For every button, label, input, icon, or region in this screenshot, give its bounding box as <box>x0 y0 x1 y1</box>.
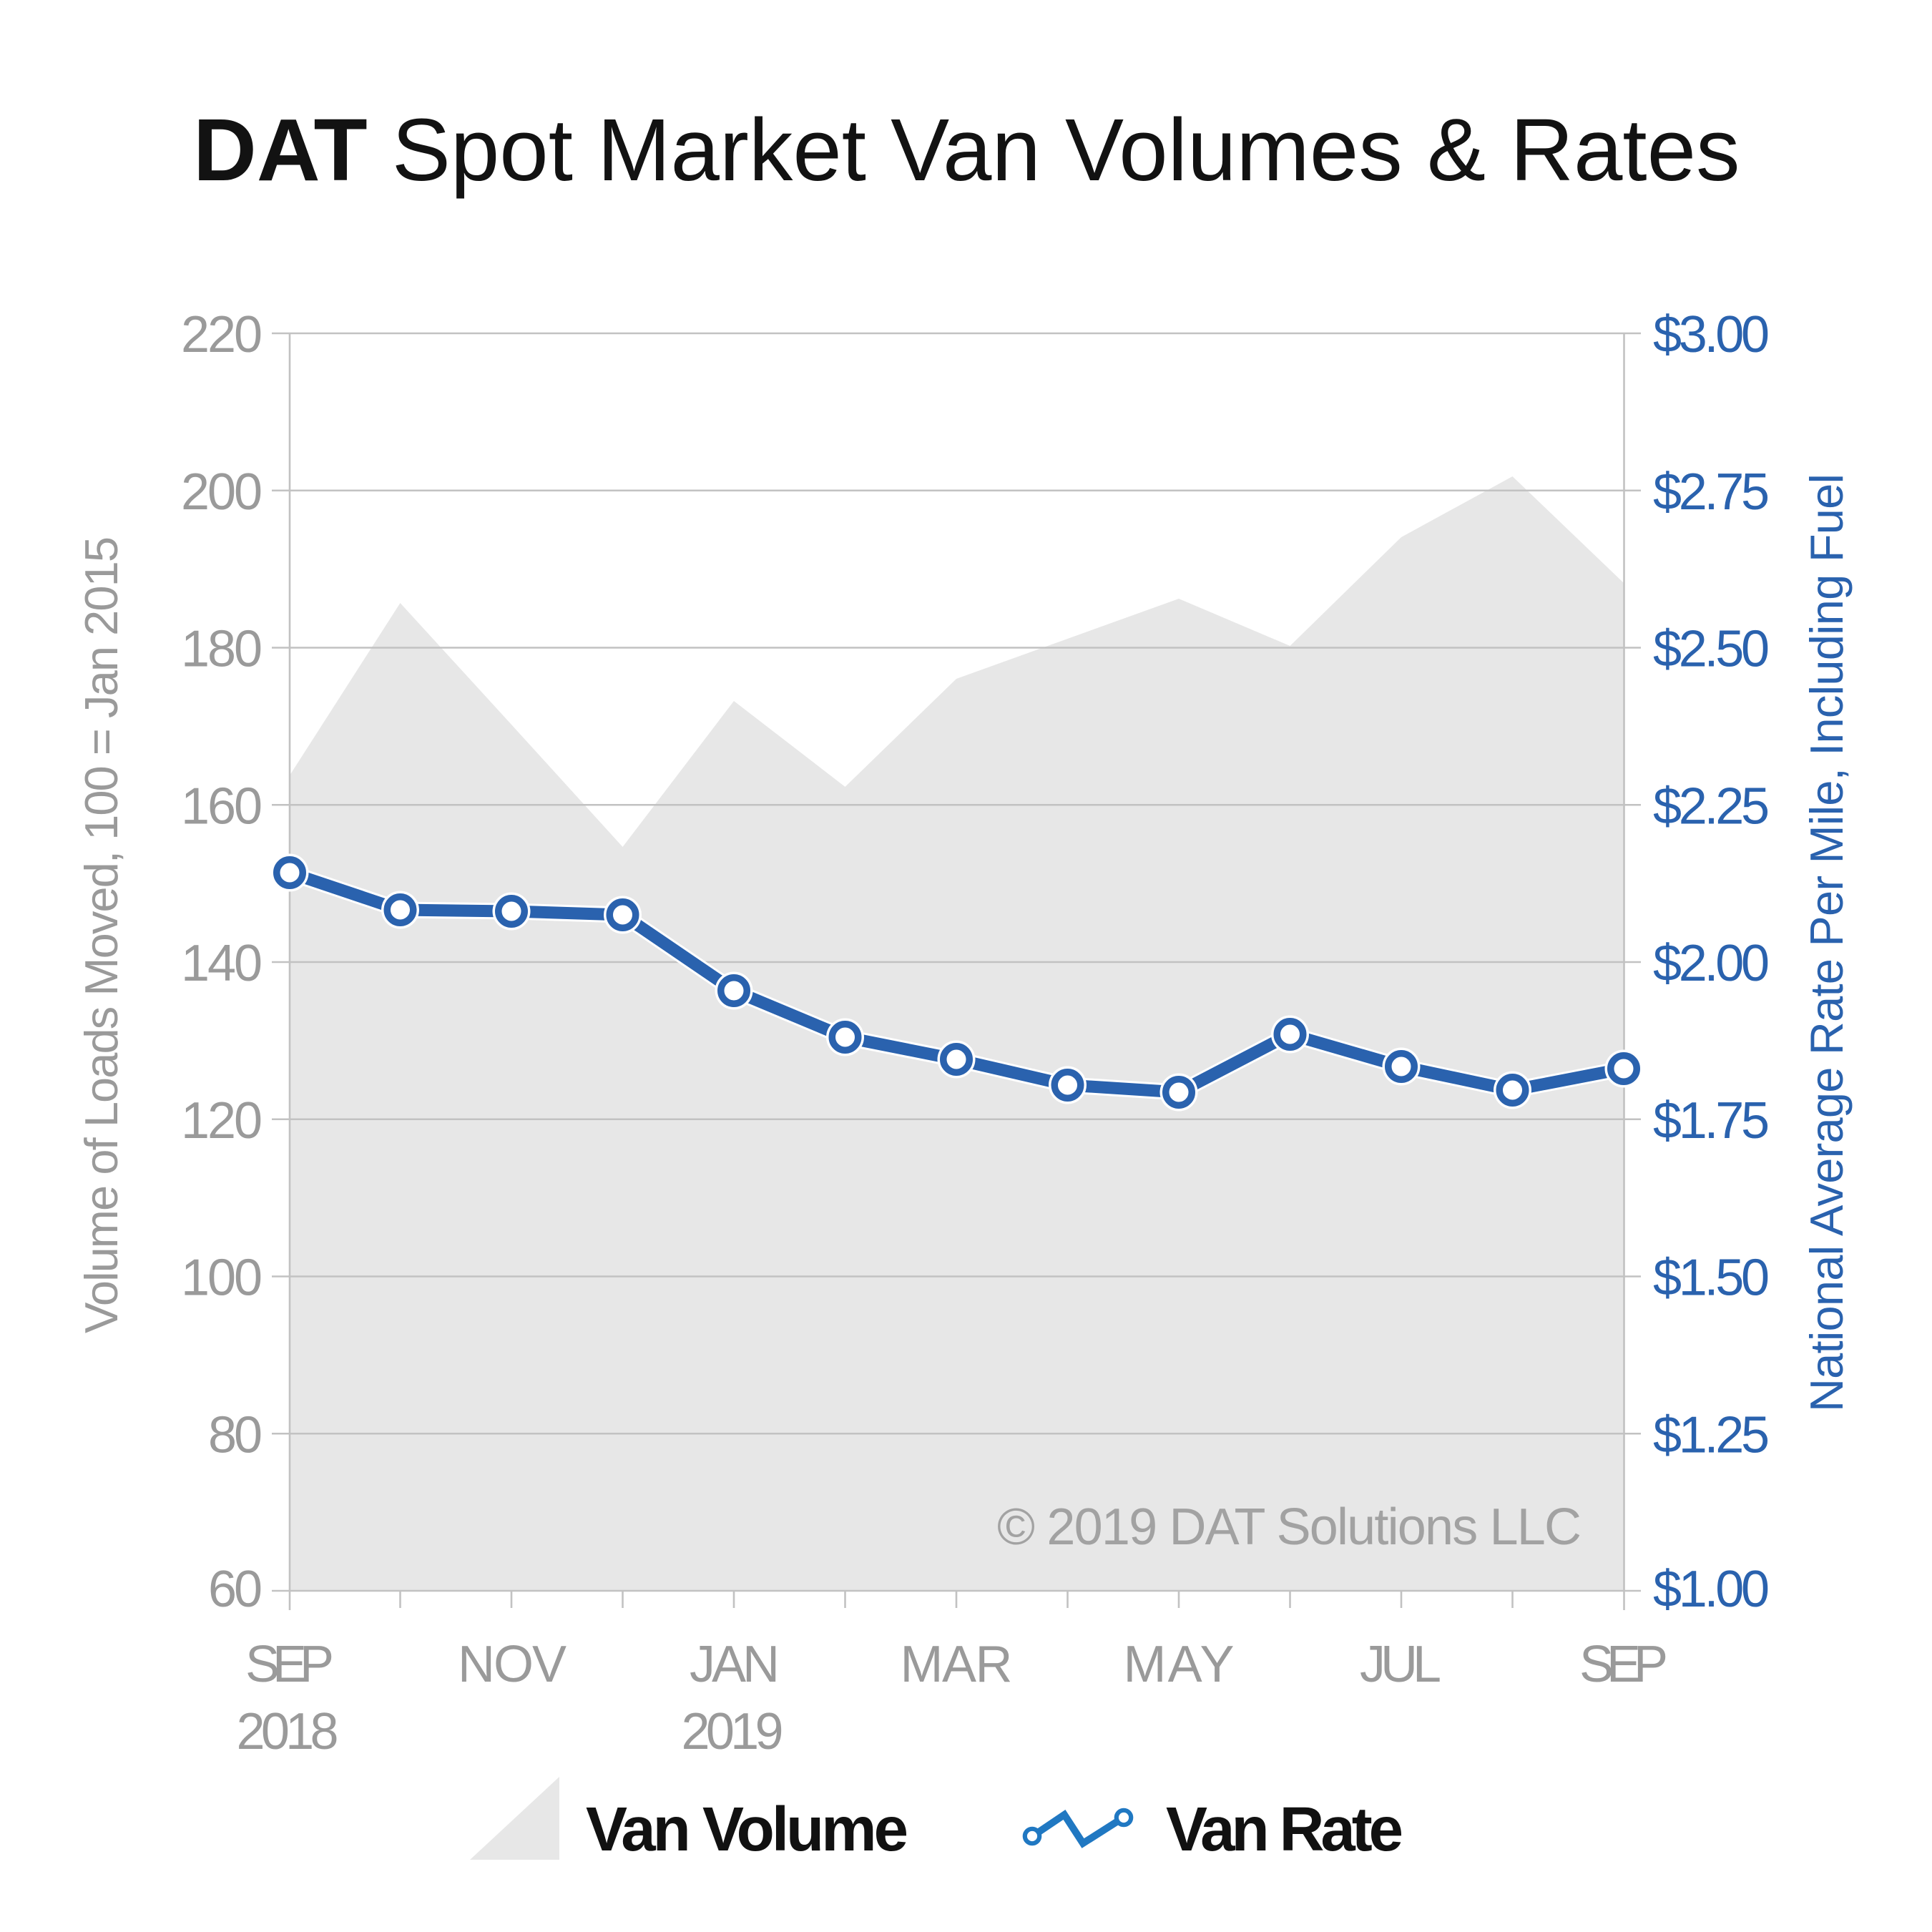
svg-text:MAY: MAY <box>1124 1636 1235 1693</box>
svg-text:$3.00: $3.00 <box>1653 306 1770 363</box>
svg-text:2018: 2018 <box>237 1703 339 1760</box>
svg-text:© 2019 DAT Solutions LLC: © 2019 DAT Solutions LLC <box>997 1499 1582 1556</box>
svg-text:Van Volume: Van Volume <box>586 1795 908 1864</box>
svg-text:$2.75: $2.75 <box>1653 464 1770 521</box>
svg-text:$1.00: $1.00 <box>1653 1561 1770 1618</box>
svg-text:Van Rate: Van Rate <box>1166 1795 1403 1864</box>
svg-text:JAN: JAN <box>690 1636 780 1693</box>
svg-text:SEP: SEP <box>245 1636 334 1693</box>
svg-text:$2.50: $2.50 <box>1653 621 1770 678</box>
svg-text:$2.25: $2.25 <box>1653 778 1770 835</box>
svg-text:200: 200 <box>181 464 263 521</box>
svg-text:$1.50: $1.50 <box>1653 1250 1770 1307</box>
svg-text:NOV: NOV <box>458 1636 567 1693</box>
svg-text:SEP: SEP <box>1579 1636 1668 1693</box>
svg-text:2019: 2019 <box>682 1703 784 1760</box>
svg-text:Volume of Loads Moved, 100 = J: Volume of Loads Moved, 100 = Jan 2015 <box>75 536 127 1333</box>
svg-text:$1.25: $1.25 <box>1653 1406 1770 1463</box>
svg-text:DAT Spot Market Van Volumes &: DAT Spot Market Van Volumes & Rates <box>193 102 1740 200</box>
svg-text:160: 160 <box>181 778 263 835</box>
svg-text:JUL: JUL <box>1360 1636 1441 1693</box>
svg-text:$2.00: $2.00 <box>1653 935 1770 992</box>
svg-text:$1.75: $1.75 <box>1653 1092 1770 1149</box>
svg-text:National Average Rate Per Mile: National Average Rate Per Mile, Includin… <box>1800 474 1853 1412</box>
svg-text:MAR: MAR <box>901 1636 1013 1693</box>
svg-text:180: 180 <box>181 621 263 678</box>
svg-text:80: 80 <box>208 1406 263 1463</box>
svg-text:140: 140 <box>181 935 263 992</box>
svg-text:100: 100 <box>181 1250 263 1307</box>
svg-text:220: 220 <box>181 306 263 363</box>
svg-text:120: 120 <box>181 1092 263 1149</box>
svg-text:60: 60 <box>208 1561 263 1618</box>
